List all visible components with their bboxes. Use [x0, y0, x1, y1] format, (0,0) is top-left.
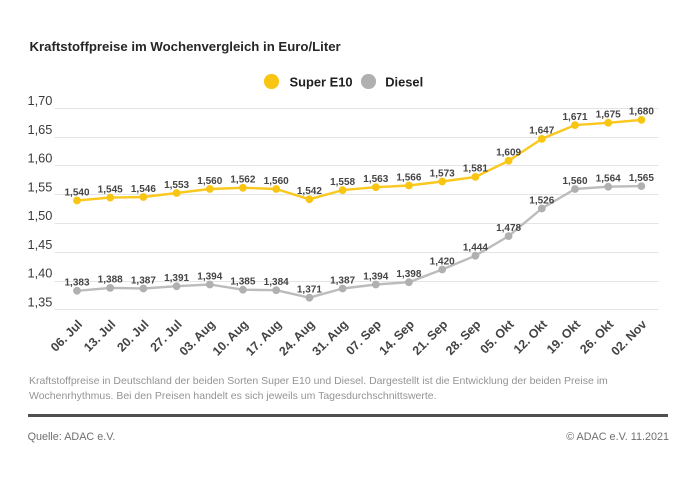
svg-text:1,35: 1,35: [28, 295, 53, 310]
svg-text:1,385: 1,385: [230, 277, 255, 288]
svg-text:1,553: 1,553: [164, 180, 189, 191]
svg-text:1,394: 1,394: [363, 271, 388, 282]
svg-text:1,70: 1,70: [28, 93, 53, 108]
svg-text:1,564: 1,564: [596, 174, 621, 185]
svg-text:28. Sep: 28. Sep: [443, 317, 484, 358]
svg-text:1,565: 1,565: [629, 173, 654, 184]
svg-text:24. Aug: 24. Aug: [276, 317, 317, 358]
svg-text:1,563: 1,563: [363, 174, 388, 185]
svg-text:1,609: 1,609: [496, 148, 521, 159]
svg-text:1,680: 1,680: [629, 107, 654, 118]
svg-text:1,383: 1,383: [64, 278, 89, 289]
svg-text:1,50: 1,50: [28, 208, 53, 223]
svg-text:1,384: 1,384: [264, 277, 289, 288]
svg-text:1,542: 1,542: [297, 186, 322, 197]
svg-text:13. Jul: 13. Jul: [81, 317, 118, 354]
svg-text:1,391: 1,391: [164, 273, 189, 284]
svg-text:02. Nov: 02. Nov: [608, 317, 649, 358]
svg-text:1,65: 1,65: [28, 122, 53, 137]
svg-text:1,394: 1,394: [197, 271, 222, 282]
svg-text:1,398: 1,398: [396, 269, 421, 280]
svg-text:14. Sep: 14. Sep: [376, 317, 417, 358]
svg-text:1,444: 1,444: [463, 243, 488, 254]
svg-text:1,540: 1,540: [64, 187, 89, 198]
svg-text:31. Aug: 31. Aug: [309, 317, 350, 358]
svg-text:1,40: 1,40: [28, 266, 53, 281]
svg-text:1,562: 1,562: [230, 175, 255, 186]
svg-text:20. Jul: 20. Jul: [114, 317, 151, 354]
svg-text:1,478: 1,478: [496, 223, 521, 234]
svg-text:1,558: 1,558: [330, 177, 355, 188]
svg-text:1,526: 1,526: [529, 195, 554, 206]
svg-text:06. Jul: 06. Jul: [48, 317, 85, 354]
svg-text:1,671: 1,671: [562, 112, 587, 123]
svg-text:1,566: 1,566: [396, 172, 421, 183]
svg-text:1,387: 1,387: [131, 275, 156, 286]
svg-text:07. Sep: 07. Sep: [343, 317, 384, 358]
svg-text:1,45: 1,45: [28, 237, 53, 252]
svg-text:1,573: 1,573: [430, 168, 455, 179]
svg-text:1,420: 1,420: [430, 256, 455, 267]
svg-text:1,546: 1,546: [131, 184, 156, 195]
svg-text:1,55: 1,55: [28, 179, 53, 194]
svg-text:19. Okt: 19. Okt: [544, 317, 583, 356]
svg-text:1,581: 1,581: [463, 164, 488, 175]
svg-text:03. Aug: 03. Aug: [177, 317, 218, 358]
svg-text:10. Aug: 10. Aug: [210, 317, 251, 358]
svg-text:12. Okt: 12. Okt: [511, 317, 550, 356]
svg-text:1,371: 1,371: [297, 285, 322, 296]
svg-text:05. Okt: 05. Okt: [477, 317, 516, 356]
svg-text:17. Aug: 17. Aug: [243, 317, 284, 358]
svg-text:1,675: 1,675: [596, 110, 621, 121]
svg-text:1,387: 1,387: [330, 275, 355, 286]
svg-text:1,545: 1,545: [98, 184, 123, 195]
svg-text:1,60: 1,60: [28, 151, 53, 166]
svg-text:1,560: 1,560: [562, 176, 587, 187]
svg-text:1,388: 1,388: [98, 275, 123, 286]
svg-text:1,647: 1,647: [529, 126, 554, 137]
svg-text:1,560: 1,560: [264, 176, 289, 187]
svg-text:21. Sep: 21. Sep: [410, 317, 451, 358]
svg-text:1,560: 1,560: [197, 176, 222, 187]
